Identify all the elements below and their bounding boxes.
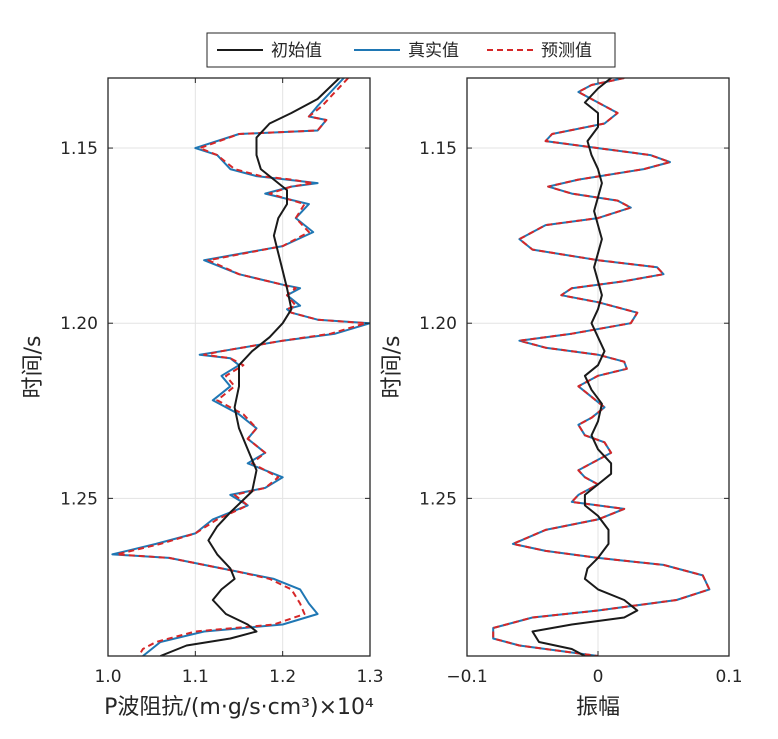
impedance-series-true [111, 78, 370, 656]
amplitude-series-initial [531, 78, 639, 656]
impedance-xlabel: P波阻抗/(m·g/s·cm³)×10⁴ [104, 695, 374, 720]
impedance-xtick-label-2: 1.2 [269, 667, 296, 687]
impedance-ytick-label-1: 1.20 [60, 314, 98, 334]
amplitude-xtick-label-1: 0 [593, 667, 604, 687]
amplitude-ylabel: 时间/s [380, 336, 405, 399]
legend: 初始值 真实值 预测值 [206, 32, 616, 68]
impedance-ytick-label-0: 1.15 [60, 139, 98, 159]
impedance-ytick-label-2: 1.25 [60, 489, 98, 509]
amplitude-ytick-label-1: 1.20 [419, 314, 457, 334]
impedance-series-initial [160, 78, 341, 656]
amplitude-xlabel: 振幅 [576, 695, 620, 720]
legend-label-1: 真实值 [408, 41, 459, 61]
legend-label-2: 预测值 [541, 41, 592, 61]
impedance-panel: 1.0 1.1 1.2 1.3 1.15 1.20 1.25 P波阻抗/(m·g/s·cm³)… [21, 77, 384, 720]
impedance-series-predicted [115, 78, 367, 656]
amplitude-ytick-label-0: 1.15 [419, 139, 457, 159]
amplitude-series-predicted [492, 78, 711, 656]
legend-box [206, 32, 616, 68]
amplitude-ytick-label-2: 1.25 [419, 489, 457, 509]
amplitude-xtick-label-0: −0.1 [446, 667, 487, 687]
impedance-ylabel: 时间/s [21, 336, 46, 399]
impedance-axes-frame [107, 77, 371, 657]
impedance-xtick-label-0: 1.0 [94, 667, 121, 687]
amplitude-xtick-label-2: 0.1 [715, 667, 742, 687]
amplitude-panel: −0.1 0 0.1 1.15 1.20 1.25 振幅 时间/s [380, 77, 743, 720]
impedance-xtick-label-1: 1.1 [182, 667, 209, 687]
impedance-xtick-label-3: 1.3 [356, 667, 383, 687]
legend-label-0: 初始值 [271, 41, 322, 61]
